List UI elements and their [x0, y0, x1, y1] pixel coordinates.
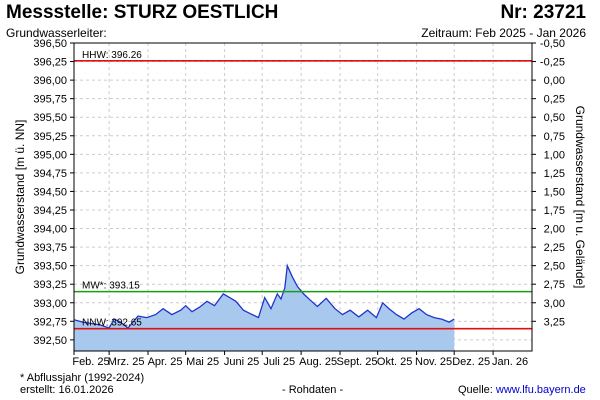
plot-frame — [73, 42, 533, 352]
y-axis-label-left: Grundwasserstand [m ü. NN] — [13, 120, 27, 275]
x-tick-label: Feb. 25 — [72, 356, 109, 368]
y-tick-label: 396,25 — [33, 57, 67, 69]
y-right-tick-label: 3,00 — [544, 298, 565, 310]
reference-label-nnw: NNW: 392.65 — [82, 318, 142, 329]
y-right-tick-label: 1,50 — [544, 186, 565, 198]
x-tick-label: Nov. 25 — [415, 356, 452, 368]
station-title: Messstelle: STURZ OESTLICH — [6, 2, 279, 23]
right-axis: -0,50 -0,25 0,00 0,25 0,50 0,75 1,00 1,25 1,50 1,… — [532, 38, 565, 328]
x-tick-label: Apr. 25 — [148, 356, 183, 368]
y-right-tick-label: 0,00 — [544, 75, 565, 87]
reference-lines: HHW: 396.26 MW*: 393.15 NNW: 392.65 — [74, 50, 532, 330]
footnote: * Abflussjahr (1992-2024) — [20, 372, 145, 384]
rawdata-note: - Rohdaten - — [282, 384, 344, 396]
y-right-tick-label: 1,75 — [544, 205, 565, 217]
period-label: Zeitraum: Feb 2025 - Jan 2026 — [421, 26, 586, 40]
station-number: Nr: 23721 — [500, 2, 586, 23]
y-tick-label: 393,75 — [33, 242, 67, 254]
y-right-tick-label: 3,25 — [544, 316, 565, 328]
y-right-tick-label: 2,00 — [544, 224, 565, 236]
y-tick-label: 395,00 — [33, 149, 67, 161]
y-right-tick-label: 0,50 — [544, 112, 565, 124]
y-tick-label: 394,25 — [33, 205, 67, 217]
y-right-tick-label: -0,25 — [540, 57, 565, 69]
y-tick-label: 394,75 — [33, 168, 67, 180]
y-tick-label: 395,25 — [33, 131, 67, 143]
source-label: Quelle: — [458, 384, 496, 396]
reference-label-hhw: HHW: 396.26 — [82, 50, 142, 61]
y-right-tick-label: 2,25 — [544, 242, 565, 254]
series-area — [74, 265, 455, 351]
y-tick-label: 395,50 — [33, 112, 67, 124]
y-right-tick-label: 1,25 — [544, 168, 565, 180]
x-tick-label: Mrz. 25 — [108, 356, 145, 368]
y-tick-label: 395,75 — [33, 94, 67, 106]
y-tick-label: 392,50 — [33, 335, 67, 347]
x-tick-label: Aug. 25 — [299, 356, 337, 368]
series-layer — [73, 263, 455, 351]
y-tick-label: 394,00 — [33, 224, 67, 236]
x-tick-label: Dez. 25 — [452, 356, 490, 368]
y-tick-label: 394,50 — [33, 186, 67, 198]
x-tick-label: Mai 25 — [186, 356, 219, 368]
x-tick-label: Juli 25 — [263, 356, 295, 368]
y-tick-label: 392,75 — [33, 316, 67, 328]
y-right-tick-label: 2,75 — [544, 279, 565, 291]
x-tick-label: Sept. 25 — [337, 356, 378, 368]
aquifer-label: Grundwasserleiter: — [6, 26, 107, 40]
y-tick-label: 396,00 — [33, 75, 67, 87]
y-right-tick-label: 0,75 — [544, 131, 565, 143]
y-right-tick-label: 0,25 — [544, 94, 565, 106]
y-tick-label: 393,25 — [33, 279, 67, 291]
x-tick-label: Jan. 26 — [492, 356, 528, 368]
y-right-tick-label: -0,50 — [540, 38, 565, 50]
x-tick-label: Juni 25 — [224, 356, 259, 368]
x-tick-label: Okt. 25 — [377, 356, 412, 368]
y-tick-label: 396,50 — [33, 38, 67, 50]
y-tick-label: 393,00 — [33, 298, 67, 310]
reference-label-mw: MW*: 393.15 — [82, 281, 140, 292]
created-date: erstellt: 16.01.2026 — [20, 384, 114, 396]
source-link[interactable]: www.lfu.bayern.de — [495, 384, 586, 396]
source: Quelle: www.lfu.bayern.de — [458, 384, 586, 396]
y-axis-label-right: Grundwasserstand [m u. Gelände] — [573, 106, 587, 289]
y-right-tick-label: 2,50 — [544, 261, 565, 273]
y-right-tick-label: 1,00 — [544, 149, 565, 161]
series-line — [73, 263, 455, 329]
y-tick-label: 393,50 — [33, 261, 67, 273]
left-axis: 396,50 396,25 396,00 395,75 395,50 395,25 395,… — [33, 38, 74, 347]
